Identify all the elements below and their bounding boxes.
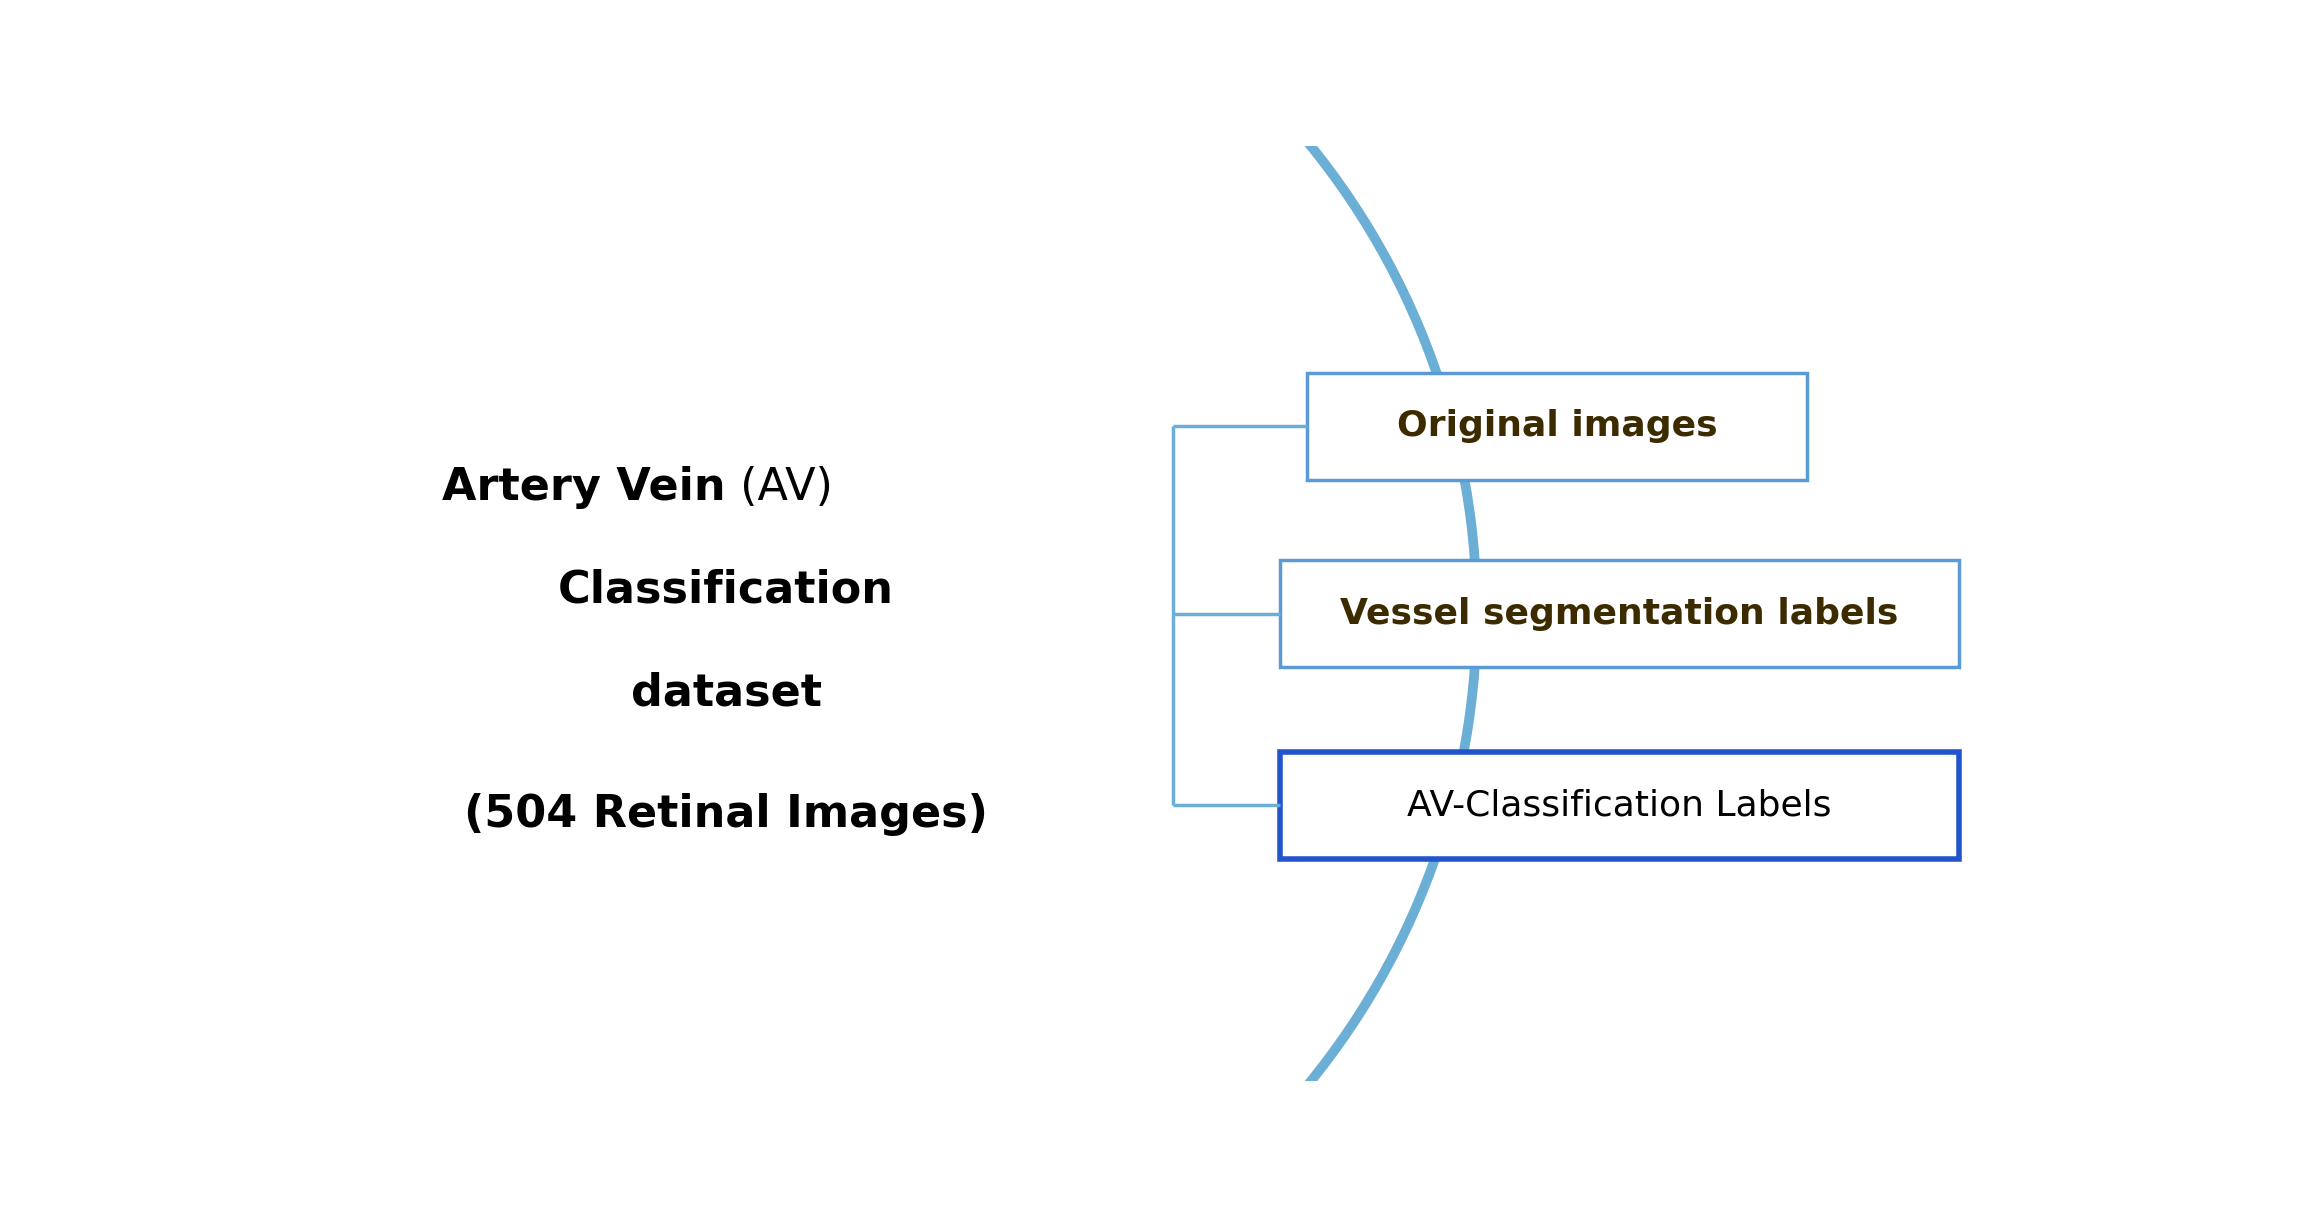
Text: dataset: dataset bbox=[630, 672, 821, 714]
Text: Vessel segmentation labels: Vessel segmentation labels bbox=[1340, 597, 1898, 631]
Text: AV-Classification Labels: AV-Classification Labels bbox=[1407, 789, 1831, 823]
Text: Original images: Original images bbox=[1397, 409, 1718, 443]
FancyBboxPatch shape bbox=[1280, 752, 1960, 859]
Text: (AV): (AV) bbox=[726, 465, 832, 509]
FancyBboxPatch shape bbox=[1280, 560, 1960, 667]
Ellipse shape bbox=[0, 0, 1476, 1215]
FancyBboxPatch shape bbox=[1308, 373, 1808, 480]
Text: Classification: Classification bbox=[558, 569, 895, 611]
Text: Artery Vein: Artery Vein bbox=[443, 465, 726, 509]
Text: (504 Retinal Images): (504 Retinal Images) bbox=[464, 793, 987, 836]
